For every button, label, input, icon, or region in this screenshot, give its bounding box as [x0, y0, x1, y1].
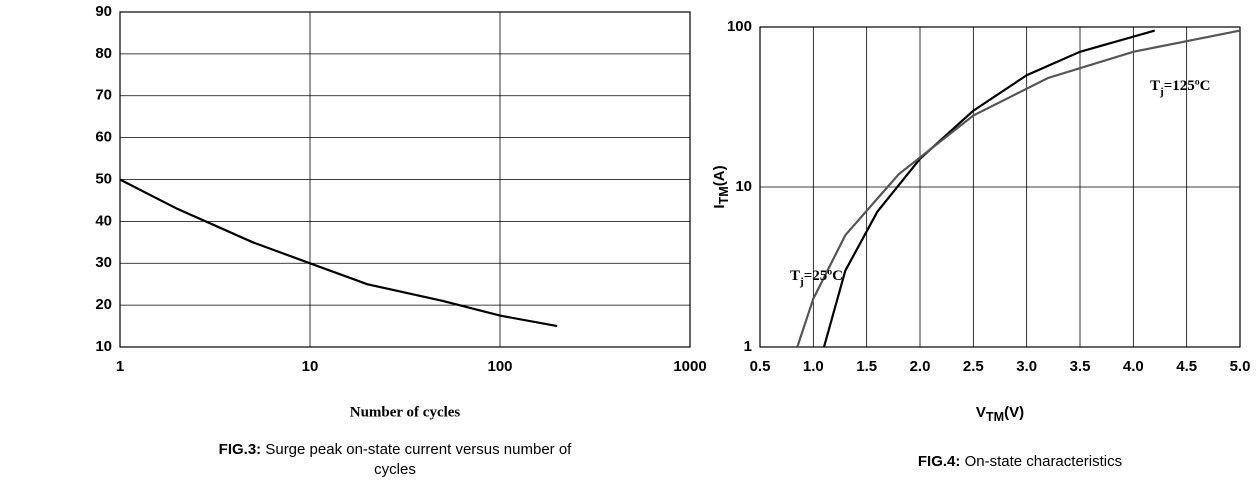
annotation: Tj=125ºC — [1150, 78, 1211, 97]
x-tick-label: 4.0 — [1123, 358, 1144, 375]
x-tick-label: 1.0 — [803, 358, 824, 375]
y-tick-label: 70 — [95, 87, 112, 104]
axis-label: ITM(A) — [711, 165, 731, 208]
y-tick-label: 30 — [95, 254, 112, 271]
x-tick-label: 3.5 — [1070, 358, 1091, 375]
series-line — [119, 178, 558, 328]
x-tick-label: 100 — [487, 358, 512, 375]
annotation: Tj=25ºC — [790, 268, 843, 287]
label-sub: TM — [717, 186, 731, 204]
y-tick-label: 20 — [95, 296, 112, 313]
y-tick-label: 100 — [727, 18, 752, 35]
caption-label: FIG.4: — [917, 453, 961, 470]
axis-label: VTM(V) — [976, 404, 1024, 424]
label-main: V — [976, 404, 986, 421]
label-main: I — [711, 204, 728, 208]
x-tick-label: 1000 — [673, 358, 706, 375]
caption-text: Surge peak on-state current versus numbe… — [265, 441, 572, 478]
y-tick-label: 10 — [735, 178, 752, 195]
y-tick-label: 40 — [95, 212, 112, 229]
caption-text: On-state characteristics — [964, 453, 1123, 470]
x-tick-label: 0.5 — [750, 358, 771, 375]
x-tick-label: 10 — [302, 358, 319, 375]
label-unit: (V) — [1004, 404, 1024, 421]
y-tick-label: 50 — [95, 170, 112, 187]
annotation-main: T — [1150, 78, 1160, 94]
y-tick-label: 80 — [95, 45, 112, 62]
x-tick-label: 2.5 — [963, 358, 984, 375]
x-axis-label: Number of cycles — [350, 404, 461, 420]
x-tick-label: 3.0 — [1016, 358, 1037, 375]
label-unit: (A) — [711, 165, 728, 186]
annotation-rest: =25ºC — [804, 268, 843, 284]
caption-label: FIG.3: — [218, 441, 262, 458]
x-tick-label: 1 — [116, 358, 124, 375]
annotation-sub: j — [1159, 86, 1164, 98]
x-tick-label: 5.0 — [1230, 358, 1251, 375]
y-tick-label: 1 — [744, 338, 752, 355]
x-tick-label: 1.5 — [856, 358, 877, 375]
x-tick-label: 4.5 — [1176, 358, 1197, 375]
y-tick-label: 10 — [95, 338, 112, 355]
caption-fig3: FIG.3: Surge peak on-state current versu… — [215, 440, 575, 480]
x-tick-label: 2.0 — [910, 358, 931, 375]
series-line — [796, 29, 1241, 348]
annotation-sub: j — [799, 276, 804, 288]
annotation-rest: =125ºC — [1164, 78, 1211, 94]
y-tick-label: 60 — [95, 129, 112, 146]
series-line — [822, 29, 1156, 348]
caption-fig4: FIG.4: On-state characteristics — [850, 452, 1190, 472]
y-tick-label: 90 — [95, 3, 112, 20]
annotation-main: T — [790, 268, 800, 284]
label-sub: TM — [986, 410, 1004, 424]
